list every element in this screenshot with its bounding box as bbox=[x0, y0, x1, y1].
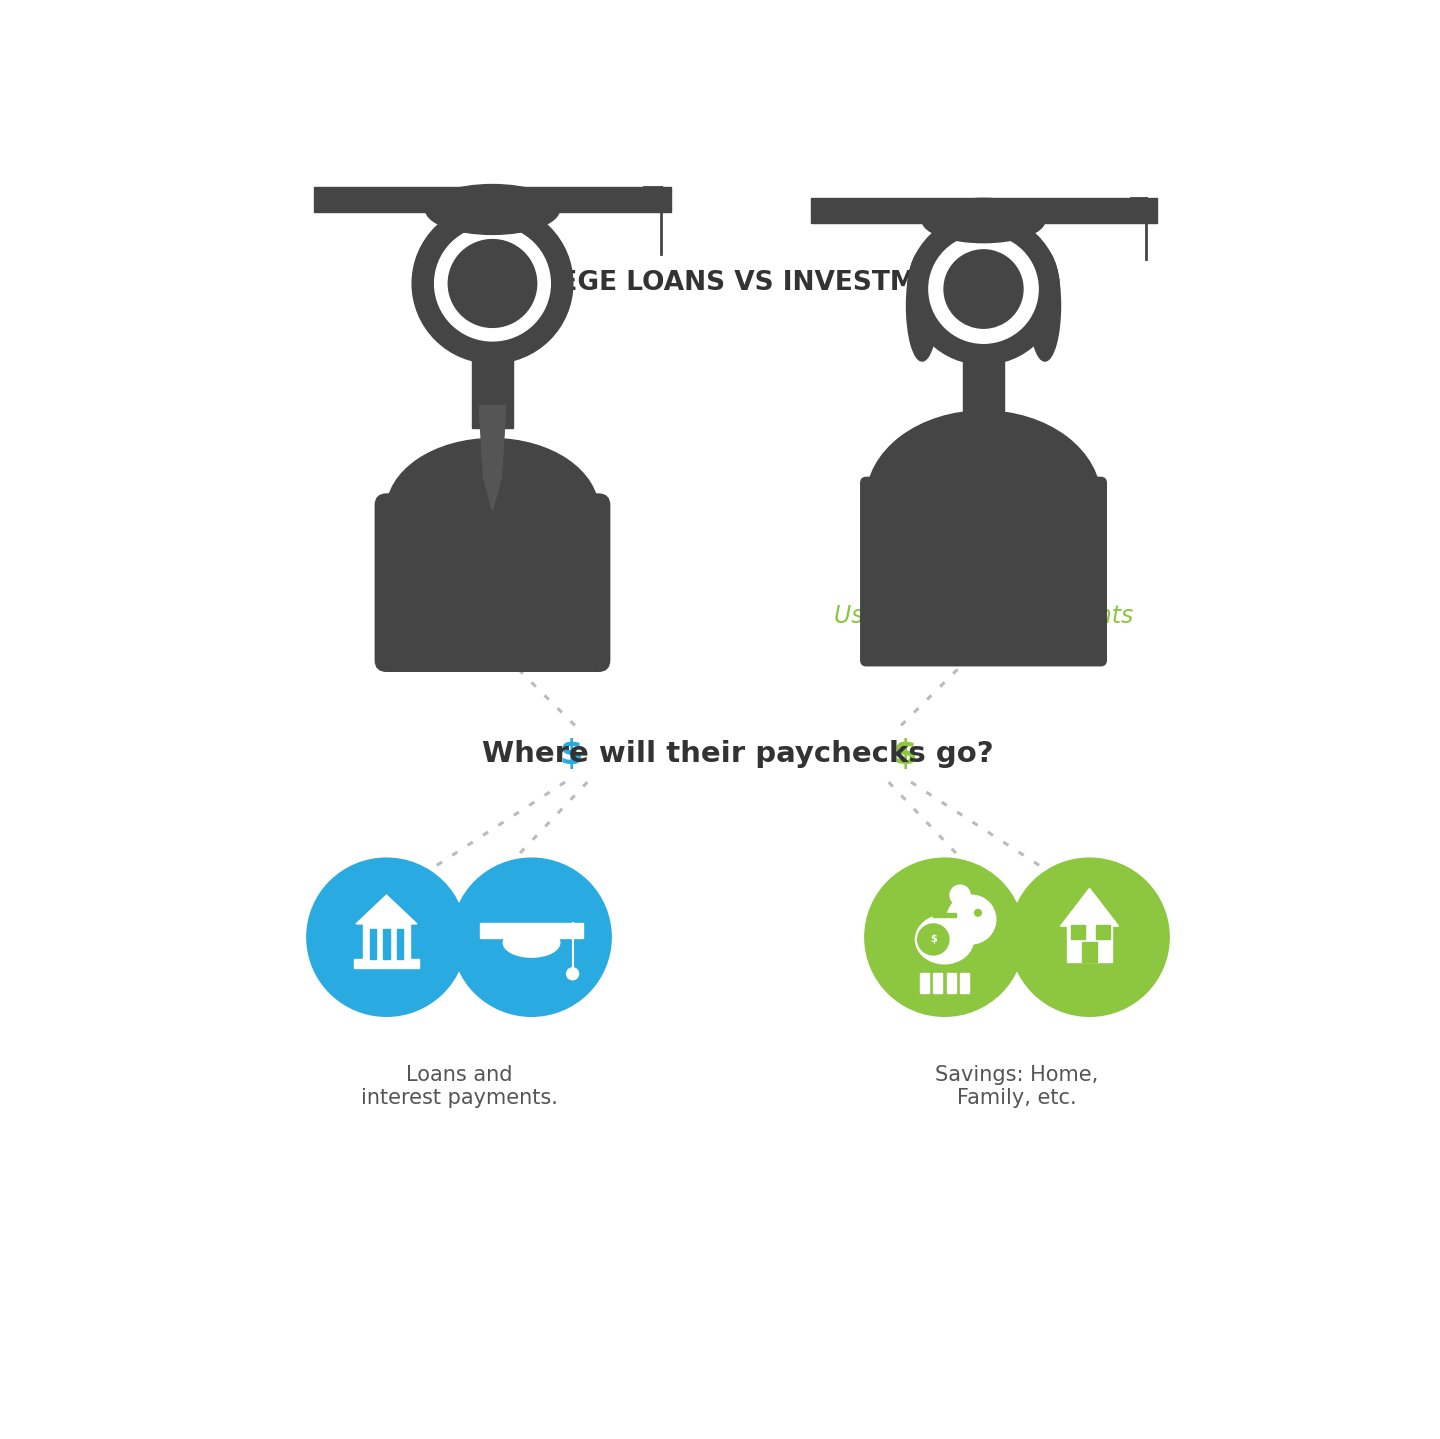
FancyBboxPatch shape bbox=[370, 930, 376, 960]
Circle shape bbox=[451, 858, 612, 1017]
Text: $: $ bbox=[894, 738, 917, 771]
FancyBboxPatch shape bbox=[383, 930, 390, 960]
Text: COLLEGE LOANS VS INVESTMENTS: COLLEGE LOANS VS INVESTMENTS bbox=[484, 271, 992, 296]
Circle shape bbox=[975, 909, 981, 917]
FancyBboxPatch shape bbox=[920, 973, 929, 993]
Text: Where will their paychecks go?: Where will their paychecks go? bbox=[482, 741, 994, 768]
Ellipse shape bbox=[916, 915, 973, 964]
Polygon shape bbox=[356, 895, 418, 924]
Circle shape bbox=[945, 250, 1022, 328]
Text: $: $ bbox=[930, 934, 936, 944]
Ellipse shape bbox=[867, 412, 1100, 589]
FancyBboxPatch shape bbox=[1081, 943, 1097, 961]
Circle shape bbox=[864, 858, 1025, 1017]
FancyBboxPatch shape bbox=[933, 973, 942, 993]
FancyBboxPatch shape bbox=[946, 973, 956, 993]
Ellipse shape bbox=[504, 928, 560, 957]
FancyBboxPatch shape bbox=[1071, 925, 1086, 940]
Text: $: $ bbox=[559, 738, 582, 771]
Polygon shape bbox=[811, 199, 1156, 223]
Circle shape bbox=[946, 895, 996, 944]
Circle shape bbox=[307, 858, 467, 1017]
Text: Loans and
interest payments.: Loans and interest payments. bbox=[360, 1065, 557, 1108]
Text: Used mostly loans: Used mostly loans bbox=[384, 604, 600, 627]
FancyBboxPatch shape bbox=[363, 924, 410, 960]
FancyBboxPatch shape bbox=[480, 922, 583, 938]
FancyBboxPatch shape bbox=[1096, 925, 1110, 940]
Ellipse shape bbox=[386, 439, 599, 583]
Polygon shape bbox=[314, 187, 671, 212]
Ellipse shape bbox=[1030, 250, 1060, 361]
Circle shape bbox=[929, 235, 1038, 344]
Circle shape bbox=[566, 967, 579, 980]
FancyBboxPatch shape bbox=[376, 494, 609, 671]
FancyBboxPatch shape bbox=[1067, 927, 1112, 961]
Polygon shape bbox=[472, 350, 513, 427]
Polygon shape bbox=[963, 361, 1004, 427]
Text: Used mostly investments: Used mostly investments bbox=[834, 604, 1133, 627]
Circle shape bbox=[412, 204, 573, 363]
Polygon shape bbox=[1060, 888, 1119, 927]
Circle shape bbox=[917, 924, 949, 955]
Ellipse shape bbox=[907, 250, 937, 361]
Ellipse shape bbox=[922, 199, 1045, 243]
Circle shape bbox=[1009, 858, 1169, 1017]
Circle shape bbox=[448, 240, 537, 327]
FancyBboxPatch shape bbox=[960, 973, 969, 993]
FancyBboxPatch shape bbox=[933, 912, 956, 917]
Circle shape bbox=[950, 885, 971, 905]
Circle shape bbox=[435, 226, 550, 341]
FancyBboxPatch shape bbox=[354, 960, 419, 968]
Ellipse shape bbox=[426, 184, 560, 235]
Text: Savings: Home,
Family, etc.: Savings: Home, Family, etc. bbox=[936, 1065, 1099, 1108]
FancyBboxPatch shape bbox=[396, 930, 403, 960]
Polygon shape bbox=[480, 406, 505, 511]
Circle shape bbox=[907, 213, 1060, 364]
FancyBboxPatch shape bbox=[861, 478, 1106, 666]
